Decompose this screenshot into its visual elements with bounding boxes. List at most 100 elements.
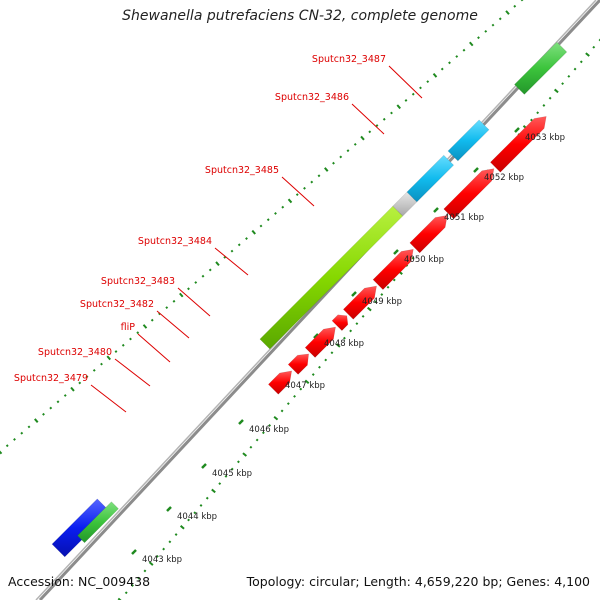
major-tick-mark: [393, 249, 399, 255]
major-tick-mark: [351, 291, 357, 297]
gene-label: Sputcn32_3480: [38, 347, 112, 358]
inner-tick-mark: [343, 336, 346, 340]
red-gene-arrow: [331, 314, 349, 332]
red-gene-arrow: [489, 115, 547, 173]
kbp-position-label: 4044 kbp: [177, 512, 217, 522]
blue-feature-block: [51, 498, 111, 558]
kbp-position-label: 4046 kbp: [249, 425, 289, 435]
inner-tick-mark: [137, 576, 141, 580]
inner-tick-mark: [117, 597, 122, 600]
kbp-position-label: 4045 kbp: [212, 469, 252, 479]
feature-group: [51, 41, 568, 558]
inner-tick-mark: [380, 293, 384, 296]
outer-tick-mark: [339, 155, 343, 159]
outer-tick-mark: [142, 324, 148, 329]
outer-tick-mark: [411, 92, 415, 96]
outer-tick-mark: [85, 375, 89, 379]
outer-tick-mark: [172, 299, 176, 303]
outer-tick-mark: [498, 17, 502, 21]
inner-tick-mark: [598, 38, 600, 42]
outer-tick-mark: [70, 386, 75, 392]
inner-tick-mark: [561, 82, 565, 86]
outer-tick-mark: [230, 249, 234, 253]
cyan-feature-block: [447, 119, 490, 162]
green-feature-block: [514, 41, 568, 95]
major-tick-mark: [313, 333, 319, 339]
outer-tick-mark: [92, 368, 96, 372]
inner-tick-mark: [249, 445, 253, 449]
outer-tick-mark: [223, 255, 227, 259]
red-gene-arrow: [372, 248, 414, 291]
kbp-position-label: 4052 kbp: [484, 173, 524, 183]
outer-tick-mark: [469, 41, 474, 47]
inner-tick-mark: [554, 88, 559, 94]
inner-tick-mark: [330, 351, 334, 355]
outer-tick-mark: [484, 29, 488, 33]
inner-tick-mark: [273, 415, 279, 421]
outer-tick-mark: [150, 318, 154, 322]
red-gene-arrow: [409, 214, 448, 254]
gene-label: Sputcn32_3485: [205, 165, 279, 176]
outer-tick-mark: [404, 99, 408, 102]
outer-tick-mark: [215, 261, 220, 267]
outer-tick-mark: [121, 343, 125, 347]
inner-tick-mark: [268, 424, 272, 427]
inner-tick-mark: [299, 387, 303, 391]
outer-tick-mark: [281, 205, 285, 209]
label-group: 4043 kbp 4044 kbp 4045 kbp 4046 kbp 4047 kbp…: [14, 54, 565, 565]
inner-tick-mark: [585, 52, 590, 57]
gene-label: Sputcn32_3482: [80, 299, 154, 310]
inner-tick-mark: [230, 467, 234, 471]
outer-tick-mark: [310, 180, 314, 184]
outer-tick-mark: [136, 331, 140, 335]
red-gene-arrow: [443, 168, 495, 220]
outer-tick-mark: [491, 23, 495, 27]
gene-leader-line: [281, 176, 315, 207]
outer-tick-mark: [194, 281, 198, 284]
red-gene-arrow: [267, 370, 293, 395]
red-gene-arrow: [287, 353, 310, 375]
gene-label: Sputcn32_3483: [101, 276, 175, 287]
inner-tick-mark: [174, 533, 178, 536]
outer-tick-mark: [505, 10, 510, 15]
green-feature-block: [77, 501, 119, 544]
gene-leader-line: [351, 103, 385, 135]
major-tick-mark: [514, 127, 520, 133]
gene-leader-line: [114, 358, 151, 387]
outer-tick-mark: [295, 193, 299, 197]
outer-tick-mark: [477, 36, 480, 40]
major-tick-mark: [238, 419, 244, 425]
gene-label: fliP: [121, 322, 136, 333]
inner-tick-mark: [374, 300, 377, 304]
outer-tick-mark: [440, 67, 444, 71]
outer-tick-mark: [34, 418, 39, 423]
outer-tick-mark: [274, 212, 277, 215]
outer-tick-mark: [179, 292, 184, 298]
outer-tick-mark: [353, 142, 357, 146]
outer-tick-mark: [303, 186, 306, 190]
inner-tick-mark: [237, 460, 240, 464]
inner-tick-mark: [242, 452, 248, 457]
outer-tick-mark: [13, 438, 16, 441]
outer-tick-mark: [187, 287, 190, 291]
major-tick-mark: [166, 506, 172, 512]
inner-tick-mark: [366, 306, 372, 312]
outer-tick-mark: [513, 4, 517, 8]
gene-leader-line: [156, 310, 190, 339]
outer-tick-mark: [201, 274, 205, 278]
gene-leader-line: [388, 65, 423, 99]
outer-tick-mark: [5, 444, 9, 448]
outer-tick-mark: [520, 0, 524, 2]
outer-tick-mark: [390, 111, 393, 115]
outer-tick-mark: [27, 425, 31, 429]
gene-label: Sputcn32_3486: [275, 92, 349, 103]
outer-tick-mark: [396, 104, 401, 110]
outer-tick-mark: [208, 268, 212, 272]
gene-label: Sputcn32_3487: [312, 54, 386, 65]
inner-tick-mark: [392, 278, 396, 282]
genome-summary-text: Topology: circular; Length: 4,659,220 bp…: [246, 574, 590, 589]
inner-tick-mark: [199, 504, 203, 507]
inner-tick-mark: [355, 322, 359, 326]
